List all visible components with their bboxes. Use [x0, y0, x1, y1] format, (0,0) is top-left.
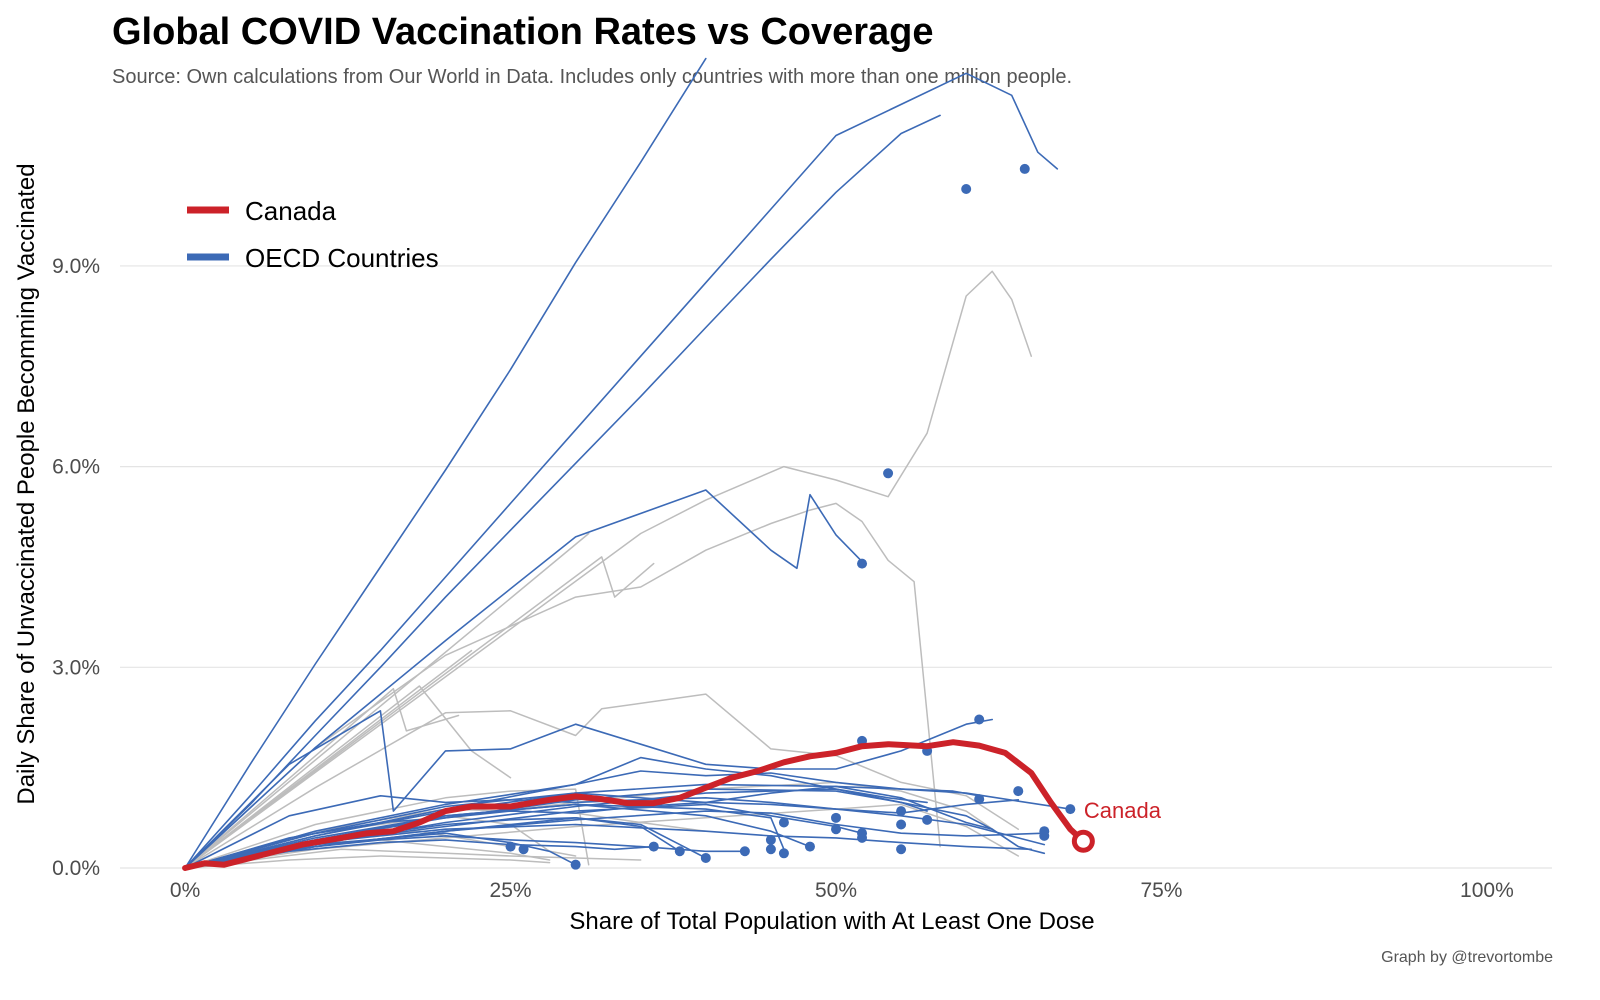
- x-tick-label: 50%: [815, 879, 857, 902]
- x-axis-ticks: 0% 25% 50% 75% 100%: [170, 879, 1514, 902]
- oecd-endpoint-16: [857, 832, 868, 843]
- oecd-endpoint-24: [674, 846, 685, 857]
- oecd-series-line-19: [184, 756, 928, 869]
- oecd-endpoint-8: [1013, 786, 1024, 797]
- y-axis-ticks: 0.0% 3.0% 6.0% 9.0%: [52, 255, 100, 880]
- other-series-line-6: [184, 502, 941, 869]
- oecd-countries-lines: [184, 57, 1072, 869]
- oecd-endpoint-17: [831, 812, 841, 823]
- oecd-series-line-3: [184, 489, 863, 869]
- oecd-endpoint-markers: [505, 163, 1076, 870]
- other-series-line-12: [184, 803, 1020, 869]
- oecd-endpoint-25: [648, 841, 659, 852]
- oecd-endpoint-1: [961, 184, 972, 194]
- other-series-line-4: [184, 685, 512, 869]
- oecd-endpoint-29: [896, 844, 907, 855]
- oecd-endpoint-4: [974, 714, 985, 725]
- other-series-line-7: [184, 693, 1020, 869]
- oecd-series-line-2: [184, 114, 941, 869]
- other-series-line-1: [184, 556, 655, 869]
- oecd-endpoint-12: [896, 806, 907, 817]
- oecd-series-line-7: [184, 823, 1033, 869]
- other-series-line-11: [184, 848, 642, 869]
- x-tick-label: 25%: [490, 879, 532, 902]
- oecd-endpoint-23: [700, 852, 711, 863]
- oecd-endpoint-15: [1039, 830, 1050, 841]
- oecd-series-line-17: [184, 783, 993, 869]
- oecd-endpoint-13: [896, 819, 907, 830]
- oecd-endpoint-11: [922, 814, 933, 825]
- oecd-endpoint-22: [804, 841, 815, 852]
- oecd-endpoint-28: [518, 844, 529, 855]
- oecd-endpoint-27: [505, 841, 516, 852]
- chart-subtitle: Source: Own calculations from Our World …: [112, 66, 1072, 88]
- legend-label-oecd: OECD Countries: [245, 243, 439, 273]
- other-series-line-0: [184, 532, 590, 869]
- oecd-series-line-22: [184, 785, 980, 869]
- canada-endpoint-marker: [1071, 829, 1095, 853]
- oecd-series-line-0: [184, 57, 707, 869]
- oecd-endpoint-3: [857, 558, 868, 569]
- oecd-endpoint-9: [1065, 804, 1076, 815]
- oecd-endpoint-7: [974, 794, 985, 805]
- grid-lines: [120, 265, 1552, 869]
- oecd-endpoint-26: [570, 859, 581, 870]
- y-tick-label: 0.0%: [52, 857, 100, 880]
- x-tick-label: 100%: [1460, 879, 1514, 902]
- oecd-series-line-13: [184, 817, 707, 869]
- oecd-endpoint-2: [883, 468, 894, 479]
- oecd-endpoint-19: [765, 844, 776, 855]
- oecd-endpoint-31: [831, 824, 841, 835]
- oecd-series-line-15: [184, 803, 863, 869]
- oecd-endpoint-18: [778, 817, 789, 828]
- x-axis-label: Share of Total Population with At Least …: [569, 908, 1094, 935]
- legend: Canada OECD Countries: [187, 196, 439, 273]
- x-tick-label: 75%: [1140, 879, 1182, 902]
- legend-label-canada: Canada: [245, 196, 337, 226]
- other-series-line-16: [184, 855, 551, 869]
- oecd-endpoint-30: [765, 834, 776, 845]
- chart-title: Global COVID Vaccination Rates vs Covera…: [112, 11, 934, 53]
- x-tick-label: 0%: [170, 879, 200, 902]
- oecd-endpoint-20: [739, 846, 750, 857]
- oecd-series-line-6: [184, 801, 1046, 869]
- oecd-series-line-1: [184, 72, 1059, 869]
- y-axis-label: Daily Share of Unvaccinated People Becom…: [13, 163, 40, 804]
- oecd-endpoint-0: [1019, 163, 1030, 174]
- canada-annotation: Canada: [1084, 798, 1162, 823]
- oecd-series-line-4: [184, 710, 993, 869]
- oecd-endpoint-21: [778, 848, 789, 859]
- y-tick-label: 6.0%: [52, 456, 100, 479]
- canada-line-group: [182, 739, 1095, 871]
- y-tick-label: 9.0%: [52, 255, 100, 278]
- oecd-series-line-18: [184, 839, 655, 869]
- other-series-line-5: [184, 270, 1033, 869]
- chart-caption: Graph by @trevortombe: [1381, 949, 1553, 966]
- canada-series-line-0: [182, 739, 1087, 871]
- y-tick-label: 3.0%: [52, 656, 100, 679]
